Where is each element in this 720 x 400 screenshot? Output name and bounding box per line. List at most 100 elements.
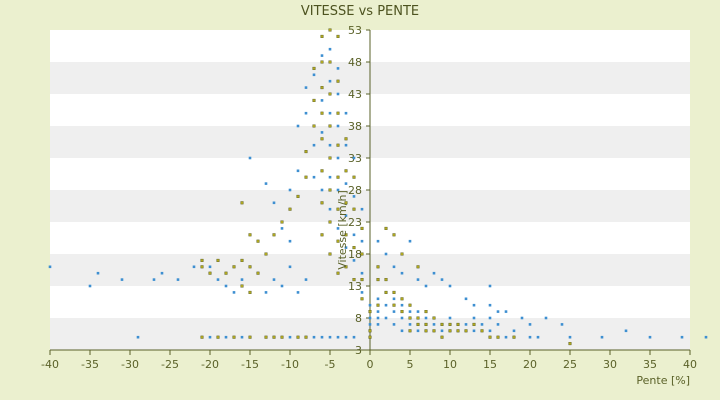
- scatter-point: [344, 214, 348, 217]
- scatter-point: [328, 143, 332, 147]
- scatter-point: [568, 342, 572, 346]
- scatter-point: [304, 150, 308, 154]
- scatter-point: [368, 329, 372, 333]
- scatter-point: [248, 265, 252, 269]
- scatter-point: [336, 335, 340, 339]
- scatter-point: [48, 265, 52, 269]
- scatter-point: [360, 207, 364, 211]
- scatter-point: [336, 92, 340, 96]
- x-tick-label: -10: [281, 358, 299, 371]
- scatter-point: [336, 143, 340, 147]
- scatter-point: [200, 265, 204, 269]
- scatter-point: [424, 329, 428, 333]
- data-points: [48, 28, 708, 346]
- scatter-point: [368, 335, 372, 339]
- scatter-point: [360, 252, 364, 256]
- scatter-point: [192, 265, 196, 269]
- scatter-point: [336, 271, 340, 275]
- x-tick-label: 10: [443, 358, 457, 371]
- scatter-point: [376, 303, 380, 307]
- scatter-point: [336, 111, 340, 115]
- scatter-point: [528, 335, 532, 339]
- scatter-point: [400, 271, 404, 275]
- scatter-point: [136, 335, 140, 339]
- scatter-point: [176, 278, 180, 281]
- scatter-point: [272, 335, 276, 339]
- scatter-point: [344, 233, 348, 237]
- scatter-point: [272, 201, 276, 205]
- scatter-point: [312, 73, 316, 77]
- scatter-point: [680, 335, 684, 339]
- scatter-point: [384, 278, 388, 282]
- chart-title: VITESSE vs PENTE: [301, 4, 419, 19]
- scatter-point: [312, 66, 316, 70]
- scatter-point: [416, 329, 420, 333]
- scatter-point: [416, 316, 420, 320]
- scatter-point: [296, 124, 300, 128]
- scatter-point: [248, 335, 252, 339]
- scatter-point: [280, 284, 284, 288]
- scatter-point: [448, 329, 452, 333]
- scatter-point: [336, 239, 340, 243]
- scatter-point: [432, 323, 436, 326]
- scatter-point: [328, 111, 332, 115]
- scatter-point: [288, 239, 292, 243]
- x-tick-label: 30: [603, 358, 617, 371]
- x-tick-label: 15: [483, 358, 497, 371]
- scatter-point: [352, 246, 356, 250]
- scatter-point: [488, 284, 492, 288]
- scatter-point: [320, 131, 324, 134]
- scatter-point: [320, 99, 324, 102]
- x-tick-label: 35: [643, 358, 657, 371]
- scatter-point: [312, 175, 316, 179]
- scatter-point: [328, 60, 332, 64]
- scatter-point: [464, 323, 468, 326]
- scatter-point: [344, 143, 348, 147]
- scatter-point: [416, 322, 420, 326]
- scatter-point: [288, 207, 292, 211]
- scatter-point: [456, 329, 460, 333]
- y-tick-label: 8: [355, 312, 362, 325]
- scatter-point: [352, 335, 356, 339]
- x-tick-label: 5: [407, 358, 414, 371]
- scatter-point: [448, 284, 452, 288]
- x-tick-label: -35: [81, 358, 99, 371]
- scatter-point: [216, 258, 220, 262]
- scatter-point: [248, 233, 252, 237]
- scatter-point: [360, 291, 364, 294]
- scatter-point: [496, 310, 500, 313]
- scatter-point: [360, 297, 364, 301]
- scatter-point: [272, 233, 276, 237]
- scatter-point: [400, 316, 404, 320]
- scatter-point: [312, 98, 316, 102]
- scatter-point: [240, 335, 244, 339]
- scatter-point: [328, 79, 332, 83]
- x-tick-label: 25: [563, 358, 577, 371]
- y-tick-label: 18: [348, 248, 362, 261]
- scatter-point: [488, 329, 492, 333]
- scatter-point: [376, 297, 380, 301]
- scatter-point: [384, 252, 388, 256]
- scatter-point: [520, 316, 524, 320]
- scatter-point: [304, 335, 308, 339]
- scatter-point: [328, 335, 332, 339]
- scatter-point: [488, 316, 492, 320]
- scatter-point: [296, 291, 300, 294]
- scatter-point: [304, 111, 308, 115]
- scatter-point: [376, 278, 380, 282]
- scatter-point: [424, 316, 428, 320]
- scatter-point: [296, 335, 300, 339]
- scatter-point: [360, 226, 364, 230]
- scatter-point: [240, 284, 244, 288]
- scatter-point: [368, 303, 372, 307]
- scatter-point: [216, 278, 220, 281]
- scatter-point: [448, 316, 452, 320]
- scatter-point: [392, 297, 396, 301]
- scatter-point: [208, 271, 212, 275]
- scatter-point: [360, 239, 364, 243]
- scatter-point: [232, 291, 236, 294]
- scatter-point: [704, 335, 708, 339]
- scatter-point: [424, 284, 428, 288]
- scatter-point: [344, 246, 348, 249]
- scatter-point: [368, 323, 372, 326]
